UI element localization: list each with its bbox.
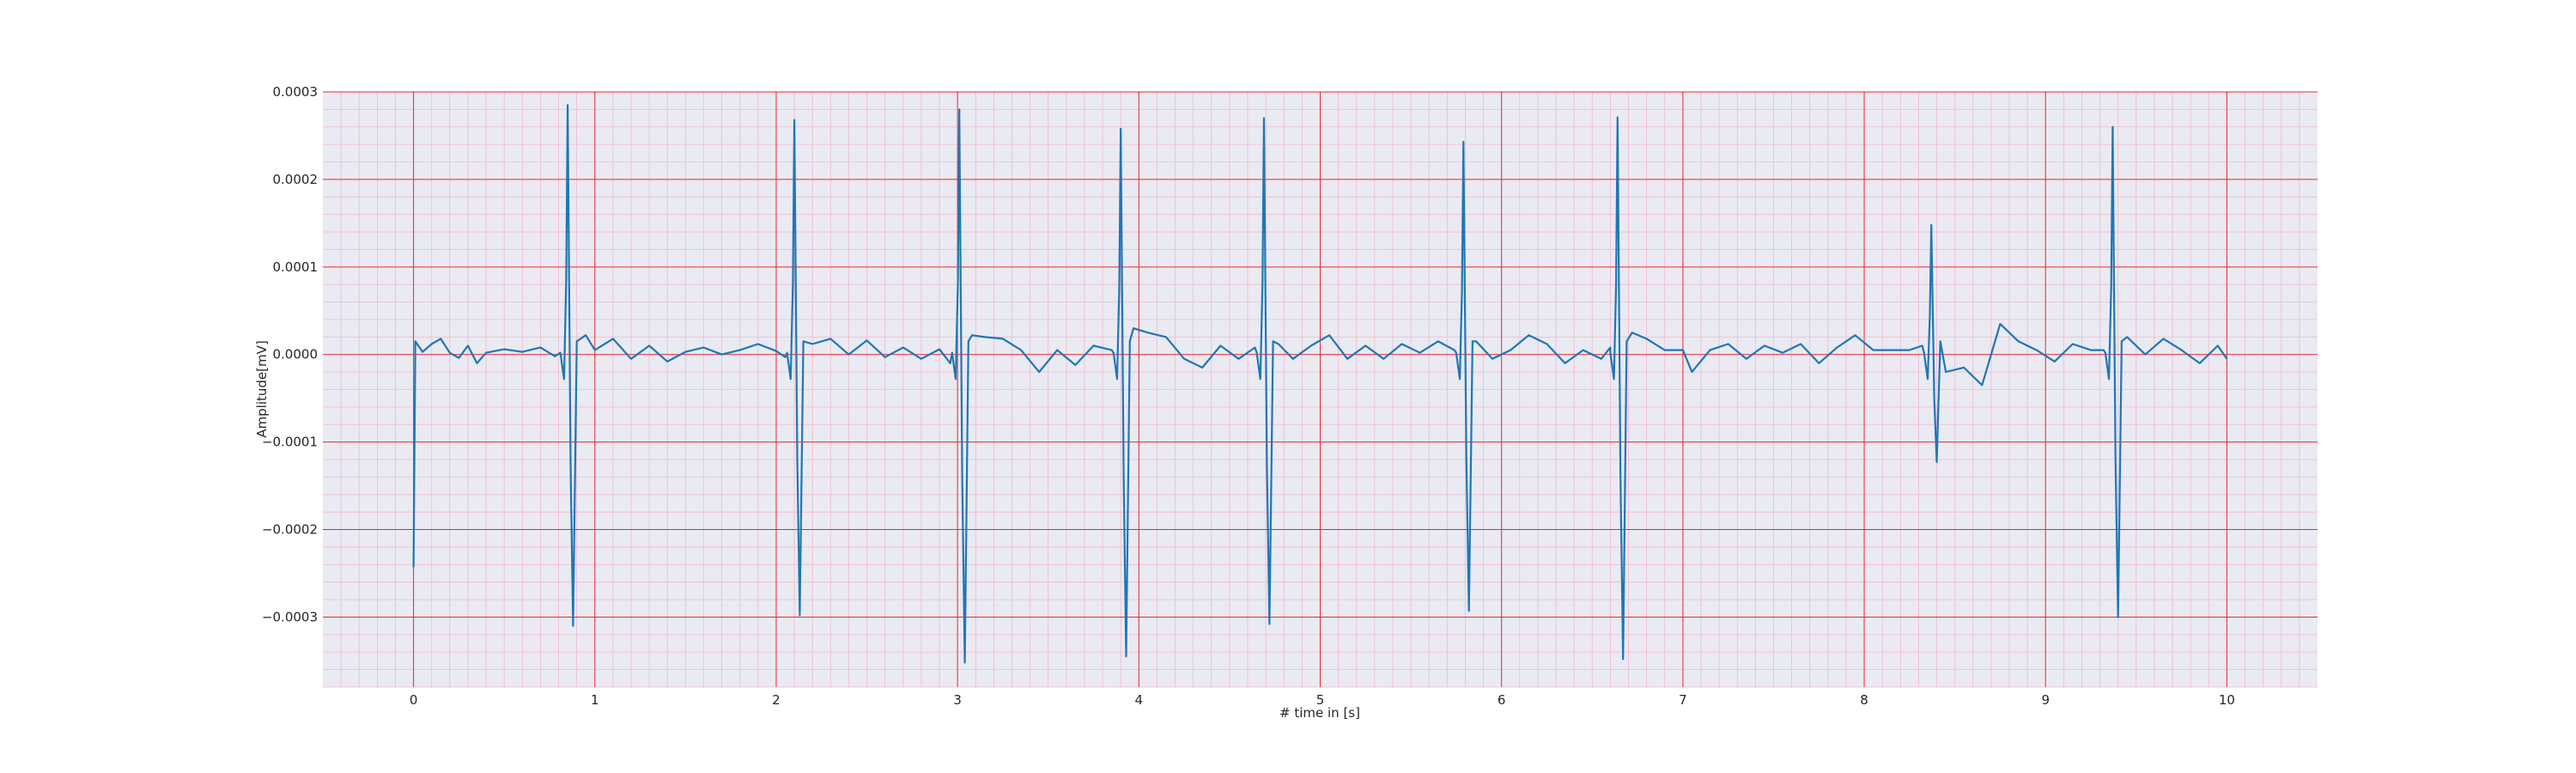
- x-tick-label: 3: [953, 692, 962, 708]
- y-axis-ticks: 0.0003 0.0002 0.0001 0.0000 −0.0001 −0.0002 −0…: [262, 84, 318, 624]
- x-tick-label: 9: [2041, 692, 2050, 708]
- y-tick-label: 0.0003: [273, 84, 319, 100]
- y-tick-label: 0.0001: [273, 259, 319, 275]
- major-grid: [323, 91, 2318, 687]
- y-tick-label: 0.0002: [273, 172, 319, 187]
- x-tick-label: 8: [1860, 692, 1868, 708]
- y-tick-label: −0.0002: [262, 522, 318, 538]
- x-tick-label: 5: [1316, 692, 1325, 708]
- x-tick-label: 7: [1679, 692, 1687, 708]
- x-axis-label: # time in [s]: [1279, 705, 1360, 721]
- ecg-signal-line: [412, 104, 2228, 664]
- y-tick-label: −0.0003: [262, 609, 318, 624]
- x-tick-label: 6: [1498, 692, 1506, 708]
- series-layer: [412, 104, 2228, 664]
- y-axis-label: Amplitude[mV]: [254, 340, 270, 437]
- x-tick-label: 0: [410, 692, 418, 708]
- x-axis-ticks: 0 1 2 3 4 5 6 7 8 9 10: [410, 692, 2235, 708]
- y-tick-label: 0.0000: [273, 347, 319, 362]
- y-tick-label: −0.0001: [262, 435, 318, 450]
- x-tick-label: 4: [1135, 692, 1144, 708]
- x-tick-label: 10: [2219, 692, 2235, 708]
- x-tick-label: 1: [591, 692, 599, 708]
- x-tick-label: 2: [772, 692, 781, 708]
